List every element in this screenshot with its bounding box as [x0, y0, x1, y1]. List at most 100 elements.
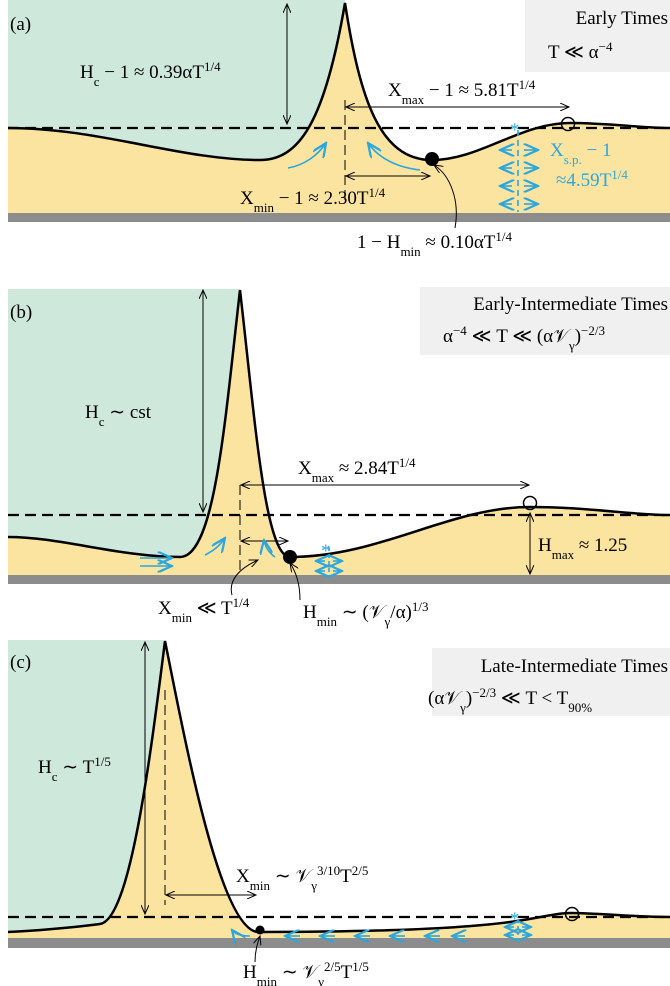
arrow: [230, 560, 258, 596]
label-part: X: [240, 188, 254, 209]
fluid: [8, 290, 670, 575]
height-label: Hc ∼ cst: [85, 402, 152, 429]
label-part: min: [250, 878, 271, 893]
xmax-label: Xmax ≈ 2.84T1/4: [298, 455, 416, 485]
label-part: min: [172, 610, 193, 625]
hmin-label: Hmin ∼ 𝒱γ2/5T1/5: [243, 959, 369, 986]
max-circle: [560, 116, 576, 132]
label-part: max: [312, 470, 335, 485]
label-part: ≈4.59T: [556, 170, 612, 191]
label-part: ≈ 0.10αT: [421, 232, 496, 253]
arrow: [290, 563, 301, 601]
sp-star: *: [510, 120, 520, 141]
label-part: 1/4: [368, 185, 385, 200]
min-dot: [425, 152, 439, 166]
profile: [7, 289, 670, 559]
green-region: [8, 640, 165, 932]
ground: [8, 575, 670, 584]
regime: Early Times: [576, 8, 668, 29]
panel-tag: (a): [10, 14, 31, 35]
fluid: [8, 3, 670, 213]
xsp-label: Xs.p. − 1: [550, 140, 612, 167]
label-part: s.p.: [564, 152, 582, 167]
label-part: H: [538, 535, 552, 556]
label-part: ≪ T < T: [496, 688, 569, 709]
label-part: ): [466, 688, 472, 709]
label-part: H: [243, 962, 257, 983]
label-part: 1/4: [519, 77, 536, 92]
regime: Late-Intermediate Times: [481, 656, 668, 677]
label-part: 1/4: [233, 595, 250, 610]
label-part: X: [158, 598, 172, 619]
label-part: ∼ (𝒱: [337, 602, 388, 623]
label-part: 1 − H: [357, 232, 401, 253]
label-part: −2/3: [581, 323, 605, 338]
sp-star: *: [510, 909, 520, 930]
label-part: c: [99, 414, 105, 429]
hmin-label: 1 − Hmin ≈ 0.10αT1/4: [357, 229, 513, 259]
label-part: c: [94, 74, 100, 89]
hmax-label: Hmax ≈ 1.25: [538, 535, 627, 562]
panel-b: * (b) Early-Intermediate Times α−4 ≪ T ≪…: [7, 287, 670, 629]
label-part: 1/5: [352, 959, 369, 974]
label-part: ∼ cst: [105, 402, 152, 423]
label-part: 1/3: [412, 599, 429, 614]
green-region: [8, 289, 240, 557]
xsp-value: ≈4.59T1/4: [556, 167, 628, 192]
label-part: T: [341, 962, 353, 983]
label-part: − 1 ≈ 2.30T: [274, 188, 369, 209]
xmin-label: Xmin − 1 ≈ 2.30T1/4: [240, 185, 386, 215]
label-part: −2/3: [472, 685, 496, 700]
label-part: 1/4: [495, 229, 512, 244]
xmin-label: Xmin ≪ T1/4: [158, 595, 250, 625]
label-part: − 1 ≈ 0.39αT: [100, 62, 205, 83]
label-part: 2/5: [352, 863, 369, 878]
label-part: ≪ T: [192, 598, 233, 619]
label-part: 1/4: [399, 455, 416, 470]
label-part: X: [236, 866, 250, 887]
label-part: 1/5: [94, 754, 111, 769]
label-part: ∼ 𝒱: [277, 962, 321, 983]
xmin-label: Xmin ∼ 𝒱γ3/10T2/5: [236, 863, 368, 893]
label-part: max: [402, 92, 425, 107]
label-part: min: [317, 614, 338, 629]
label-part: ≈ 2.84T: [334, 458, 399, 479]
label-part: 1/4: [204, 59, 221, 74]
green-region: [8, 0, 345, 160]
label-part: T: [340, 866, 352, 887]
label-part: γ: [317, 974, 324, 986]
flow-arrow: [287, 143, 326, 169]
label-part: ≪ T ≪ (α𝒱: [467, 326, 572, 347]
condition: α−4 ≪ T ≪ (α𝒱γ)−2/3: [443, 323, 605, 353]
label-part: H: [38, 757, 52, 778]
label-part: /α): [390, 602, 412, 623]
label-part: γ: [384, 614, 391, 629]
label-part: T ≪ α: [548, 42, 599, 63]
ground: [8, 213, 670, 222]
label-part: min: [400, 244, 421, 259]
flow-arrows: [500, 150, 538, 204]
label-part: 1/4: [611, 167, 628, 182]
flow-arrow: [368, 143, 421, 171]
panel-tag: (c): [10, 652, 31, 673]
regime-box: [432, 648, 670, 716]
max-circle: [522, 495, 538, 511]
fluid: [8, 641, 670, 938]
label-part: − 1: [582, 140, 612, 161]
label-part: X: [298, 458, 312, 479]
label-part: H: [85, 402, 99, 423]
regime-box: [525, 0, 670, 72]
label-part: γ: [459, 700, 466, 715]
label-part: H: [303, 602, 317, 623]
label-part: 3/10: [317, 863, 340, 878]
label-part: min: [254, 200, 275, 215]
min-dot: [283, 550, 297, 564]
profile: [7, 2, 670, 162]
label-part: γ: [568, 338, 575, 353]
label-part: (α𝒱: [428, 688, 463, 709]
label-part: γ: [310, 878, 317, 893]
hmin-label: Hmin ∼ (𝒱γ/α)1/3: [303, 599, 428, 629]
ground: [8, 938, 670, 948]
label-part: H: [80, 62, 94, 83]
